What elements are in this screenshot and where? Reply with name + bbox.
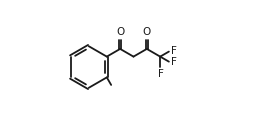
Text: F: F [171, 57, 177, 67]
Text: O: O [143, 27, 151, 37]
Text: F: F [171, 46, 177, 56]
Text: O: O [116, 27, 124, 37]
Text: F: F [157, 69, 163, 79]
